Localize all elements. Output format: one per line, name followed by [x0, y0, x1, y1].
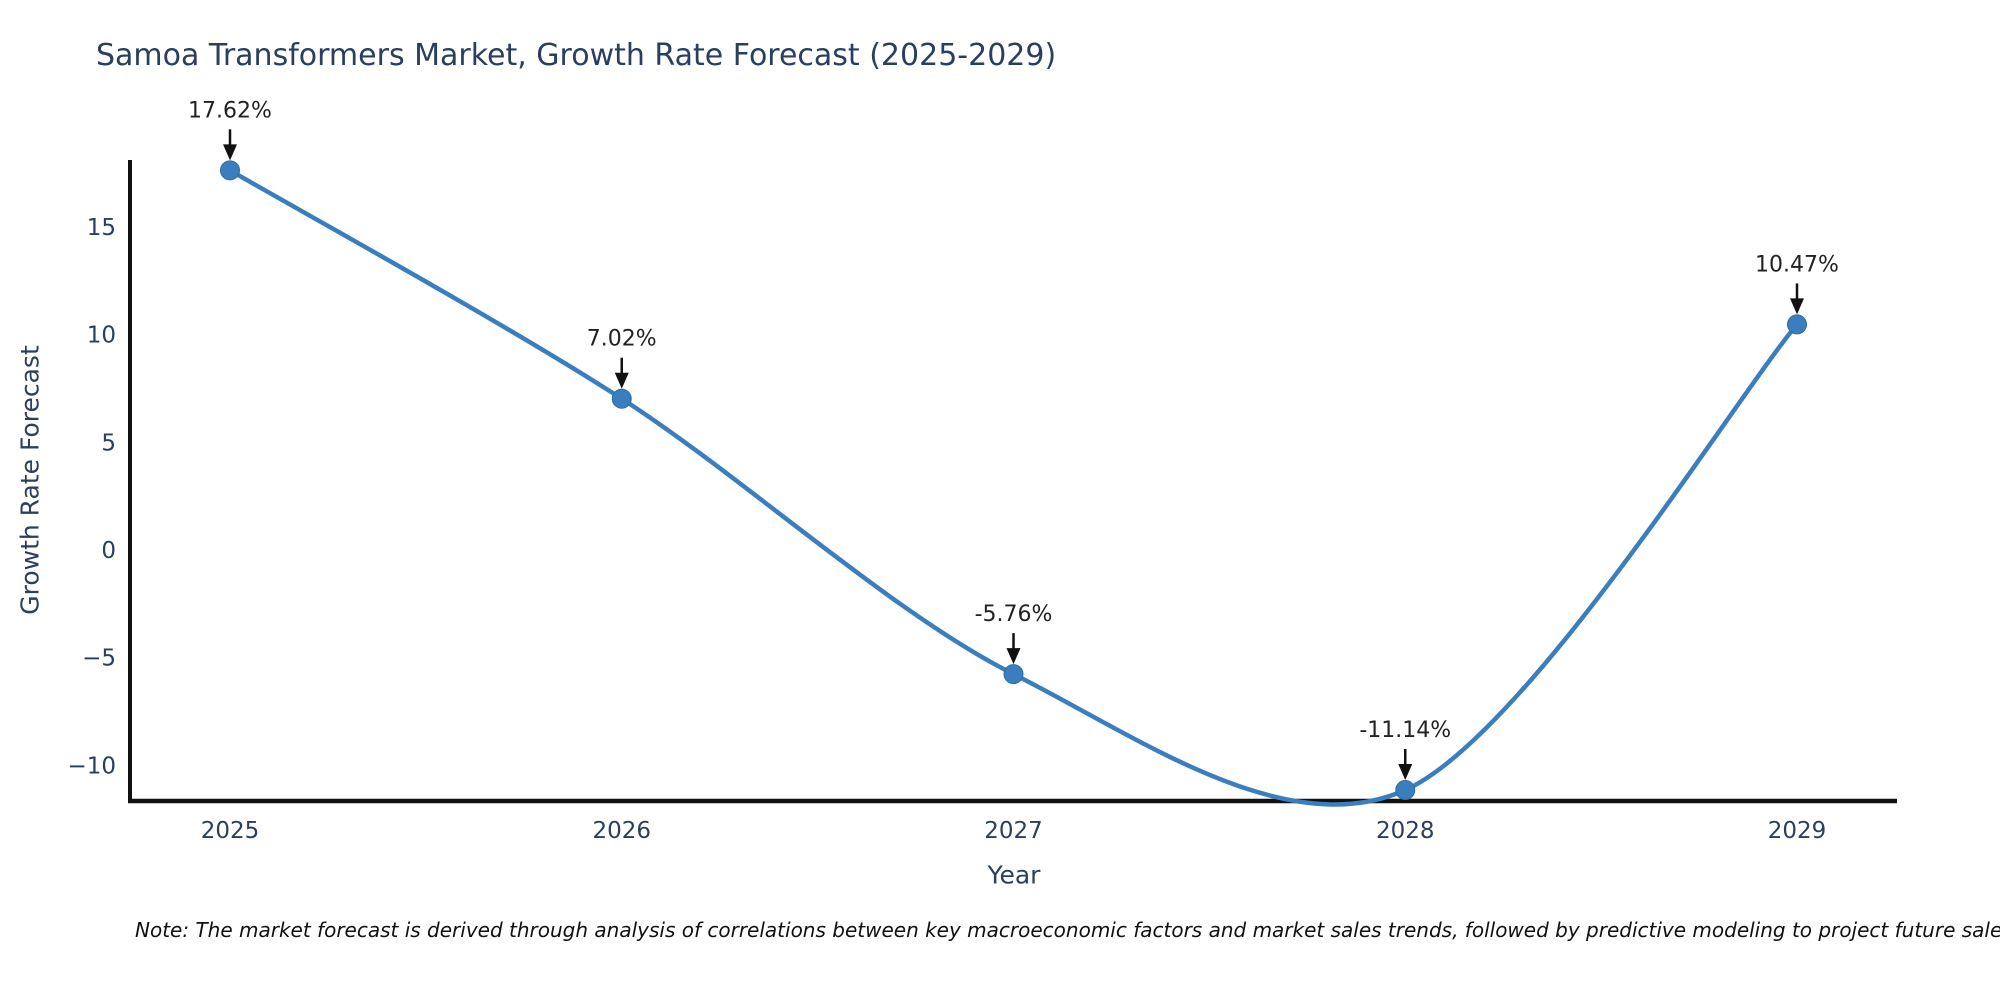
y-tick-label: −10: [67, 753, 116, 779]
point-annotation-label: 10.47%: [1755, 252, 1839, 277]
x-tick-label: 2025: [201, 818, 260, 844]
footnote: Note: The market forecast is derived thr…: [135, 918, 2000, 942]
point-annotation-label: 7.02%: [587, 327, 657, 352]
y-tick-label: −5: [82, 646, 116, 672]
annotation-arrowhead: [1398, 764, 1413, 781]
data-point-marker[interactable]: [611, 388, 632, 409]
annotation-arrowhead: [1790, 298, 1804, 315]
chart-title: Samoa Transformers Market, Growth Rate F…: [96, 38, 1057, 73]
annotation-arrowhead: [1006, 648, 1021, 665]
x-axis-title: Year: [987, 860, 1041, 890]
x-tick-label: 2028: [1376, 818, 1435, 844]
point-annotation-label: -5.76%: [975, 602, 1053, 627]
data-point-marker[interactable]: [1395, 780, 1416, 801]
series-line: [227, 168, 1800, 807]
x-tick-label: 2026: [592, 818, 651, 844]
y-tick-label: 15: [87, 215, 116, 241]
annotation-arrowhead: [614, 372, 629, 389]
data-point-marker[interactable]: [220, 160, 240, 181]
y-tick-label: 10: [87, 323, 116, 349]
y-tick-label: 0: [101, 538, 116, 564]
data-point-marker[interactable]: [1003, 664, 1024, 685]
point-annotation-label: -11.14%: [1359, 718, 1451, 743]
y-tick-label: 5: [101, 430, 116, 456]
x-tick-label: 2027: [984, 818, 1043, 844]
data-point-marker[interactable]: [1787, 314, 1807, 335]
x-tick-label: 2029: [1768, 818, 1827, 844]
point-annotation-label: 17.62%: [188, 98, 272, 123]
annotation-arrowhead: [223, 144, 237, 161]
